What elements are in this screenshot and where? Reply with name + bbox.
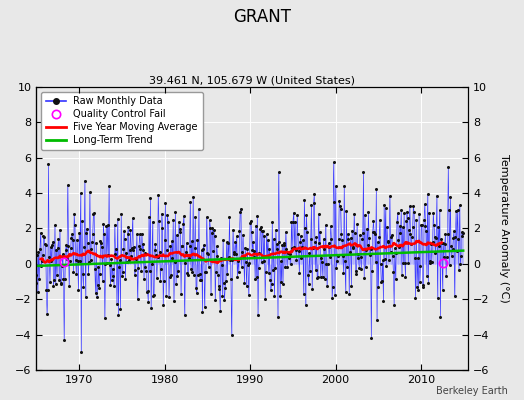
Y-axis label: Temperature Anomaly (°C): Temperature Anomaly (°C) [499, 154, 509, 303]
Text: GRANT: GRANT [233, 8, 291, 26]
Title: 39.461 N, 105.679 W (United States): 39.461 N, 105.679 W (United States) [149, 76, 355, 86]
Text: Berkeley Earth: Berkeley Earth [436, 386, 508, 396]
Legend: Raw Monthly Data, Quality Control Fail, Five Year Moving Average, Long-Term Tren: Raw Monthly Data, Quality Control Fail, … [41, 92, 203, 150]
